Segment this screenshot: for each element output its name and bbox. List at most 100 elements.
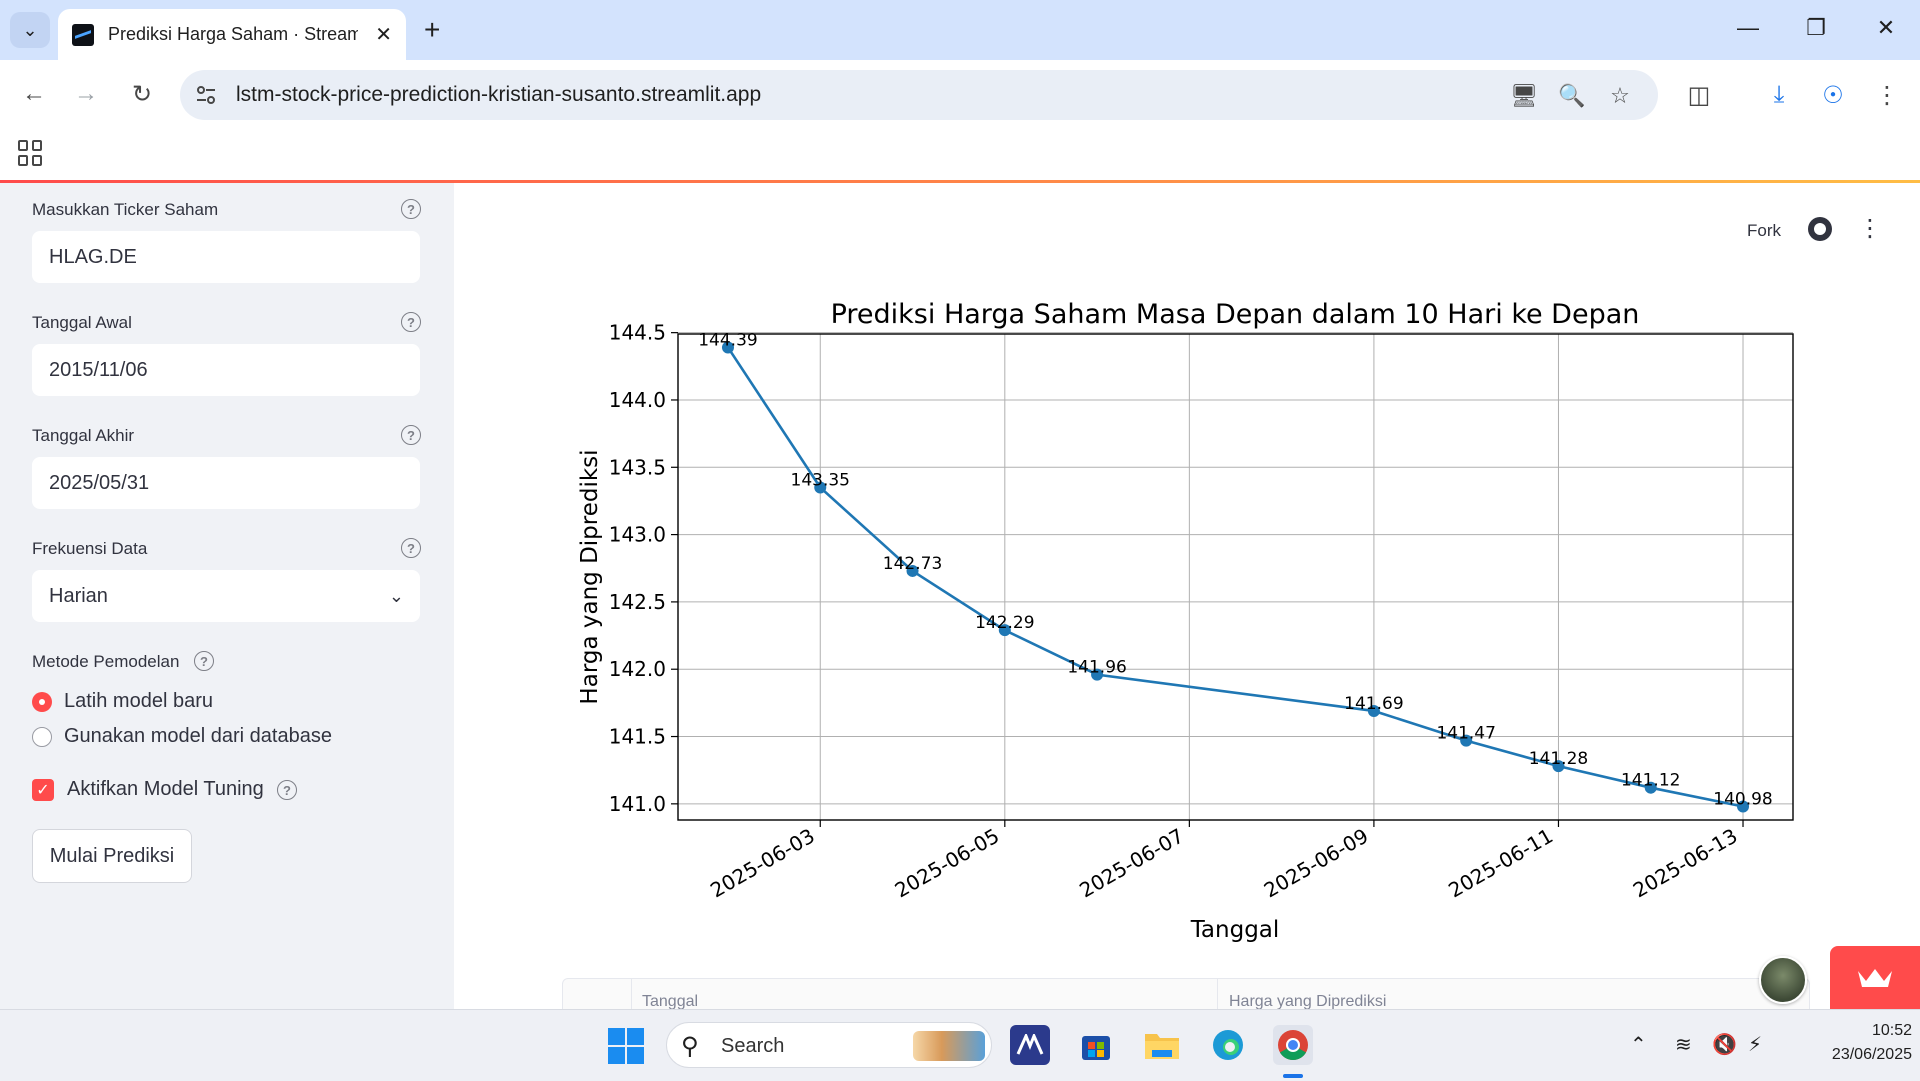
radio-label-train-new[interactable]: Latih model baru [64, 690, 213, 712]
data-point [1367, 704, 1380, 717]
ticker-label: Masukkan Ticker Saham [32, 200, 219, 219]
show-hidden-icons-chevron-icon[interactable]: ⌃ [1630, 1034, 1647, 1056]
data-point [998, 624, 1011, 637]
window-close-icon[interactable]: ✕ [1876, 15, 1896, 40]
method-help-icon[interactable]: ? [194, 651, 214, 671]
edge-browser-icon[interactable] [1208, 1025, 1248, 1065]
data-label: 141.47 [1436, 724, 1495, 744]
url-text: lstm-stock-price-prediction-kristian-sus… [236, 83, 762, 106]
method-label: Metode Pemodelan [32, 652, 180, 671]
ticker-help-icon[interactable]: ? [401, 199, 421, 219]
x-tick-label: 2025-06-03 [706, 824, 819, 903]
tuning-label[interactable]: Aktifkan Model Tuning [67, 778, 264, 800]
data-point [1460, 734, 1473, 747]
streamlit-header-decoration [0, 180, 1920, 183]
start-date-help-icon[interactable]: ? [401, 312, 421, 332]
browser-tab-active[interactable]: Prediksi Harga Saham · Streamlit ✕ [58, 9, 406, 60]
y-tick-label: 143.0 [609, 523, 666, 547]
frequency-help-icon[interactable]: ? [401, 538, 421, 558]
clock-time[interactable]: 10:52 [1871, 1022, 1912, 1039]
table-header-price[interactable]: Harga yang Diprediksi [1229, 993, 1387, 1010]
x-tick-label: 2025-06-09 [1260, 824, 1373, 903]
y-tick-label: 143.5 [609, 455, 666, 479]
x-axis-label: Tanggal [1190, 917, 1280, 943]
data-point [1552, 760, 1565, 773]
store-icon[interactable] [1076, 1025, 1116, 1065]
fork-link[interactable]: Fork [1747, 221, 1781, 240]
tab-title: Prediksi Harga Saham · Streamlit [108, 24, 358, 44]
series-line [726, 346, 1744, 808]
forward-arrow-icon[interactable]: → [74, 80, 98, 107]
taskbar-search[interactable]: ⚲ Search [666, 1022, 992, 1068]
browser-toolbar: ← → ↻ lstm-stock-price-prediction-kristi… [0, 60, 1920, 128]
tuning-checkbox[interactable]: ✓ [32, 779, 54, 801]
prediction-chart: 144.39 143.35 142.73 142.29 141.96 141.69 141.… [577, 299, 1794, 943]
frequency-select[interactable]: Harian ⌄ [32, 570, 420, 622]
data-label: 141.12 [1621, 771, 1680, 791]
streamlit-badge[interactable] [1830, 946, 1920, 1009]
sidebar: Masukkan Ticker Saham ? HLAG.DE Tanggal … [0, 183, 454, 1009]
address-bar[interactable]: lstm-stock-price-prediction-kristian-sus… [180, 70, 1658, 120]
windows-start-icon[interactable] [608, 1028, 644, 1064]
battery-charging-icon[interactable]: ⚡ [1748, 1034, 1763, 1056]
frequency-value: Harian [49, 585, 108, 607]
end-date-input[interactable]: 2025/05/31 [32, 457, 420, 509]
install-app-icon[interactable]: 🖥 [1510, 83, 1538, 108]
start-prediction-button[interactable]: Mulai Prediksi [32, 829, 192, 883]
site-settings-icon[interactable] [194, 83, 218, 107]
viewer-avatar[interactable] [1759, 956, 1807, 1004]
browser-menu-icon[interactable]: ⋮ [1875, 81, 1899, 109]
data-point [1644, 781, 1657, 794]
data-label: 141.69 [1344, 694, 1403, 714]
chart-title: Prediksi Harga Saham Masa Depan dalam 10… [831, 299, 1640, 330]
table-column-divider [1217, 979, 1218, 1019]
reload-icon[interactable]: ↻ [131, 80, 153, 108]
data-label: 142.73 [883, 554, 942, 574]
y-tick-label: 141.5 [609, 725, 666, 749]
radio-use-db-model[interactable] [32, 727, 52, 747]
tab-search-chevron-icon[interactable]: ⌄ [10, 12, 50, 48]
data-label: 140.98 [1713, 790, 1772, 810]
radio-label-use-db[interactable]: Gunakan model dari database [64, 725, 332, 747]
github-icon[interactable] [1808, 217, 1832, 241]
main-content: Fork ⋮ 144.39 143.35 142.73 142.29 141.96 141… [454, 183, 1920, 1019]
chevron-down-icon: ⌄ [388, 586, 404, 606]
y-tick-label: 144.0 [609, 388, 666, 412]
chrome-browser-icon[interactable] [1273, 1025, 1313, 1065]
app-menu-icon[interactable]: ⋮ [1858, 215, 1882, 242]
bookmark-star-icon[interactable]: ☆ [1610, 83, 1630, 108]
ticker-input[interactable]: HLAG.DE [32, 231, 420, 283]
speaker-muted-icon[interactable]: 🔇 [1712, 1034, 1737, 1056]
minimize-icon[interactable]: — [1737, 15, 1759, 40]
profile-icon[interactable]: ☉ [1822, 81, 1844, 109]
restore-icon[interactable]: ❐ [1806, 15, 1826, 40]
back-arrow-icon[interactable]: ← [22, 80, 46, 107]
data-point [814, 481, 827, 494]
apps-grid-icon[interactable] [18, 140, 44, 166]
zoom-icon[interactable]: 🔍 [1558, 83, 1586, 108]
new-tab-plus-icon[interactable]: + [424, 14, 441, 45]
start-date-input[interactable]: 2015/11/06 [32, 344, 420, 396]
end-date-label: Tanggal Akhir [32, 426, 135, 445]
x-tick-label: 2025-06-05 [891, 824, 1004, 903]
data-point [906, 564, 919, 577]
data-label: 143.35 [791, 470, 850, 490]
wifi-icon[interactable]: ≋ [1675, 1034, 1692, 1056]
tab-close-icon[interactable]: ✕ [375, 24, 392, 46]
clock-date[interactable]: 23/06/2025 [1831, 1046, 1912, 1063]
y-axis-label: Harga yang Diprediksi [577, 449, 603, 704]
file-explorer-icon[interactable] [1142, 1025, 1182, 1065]
design-app-icon[interactable] [1010, 1025, 1050, 1065]
taskbar-search-label: Search [721, 1035, 785, 1057]
extensions-puzzle-icon[interactable]: ◫ [1687, 81, 1711, 109]
plot-frame [677, 333, 1794, 821]
y-tick-label: 144.5 [609, 321, 666, 345]
downloads-icon[interactable]: ⤓ [1773, 81, 1785, 108]
os-taskbar: ⚲ Search ⌃ ≋ 🔇 ⚡ 10:52 23/06/2025 [0, 1009, 1920, 1081]
browser-tab-strip: ⌄ Prediksi Harga Saham · Streamlit ✕ + —… [0, 0, 1920, 60]
crown-icon [1858, 968, 1892, 987]
end-date-help-icon[interactable]: ? [401, 425, 421, 445]
tuning-help-icon[interactable]: ? [277, 780, 297, 800]
table-header-date[interactable]: Tanggal [642, 993, 699, 1010]
radio-train-new-model[interactable] [32, 692, 52, 712]
